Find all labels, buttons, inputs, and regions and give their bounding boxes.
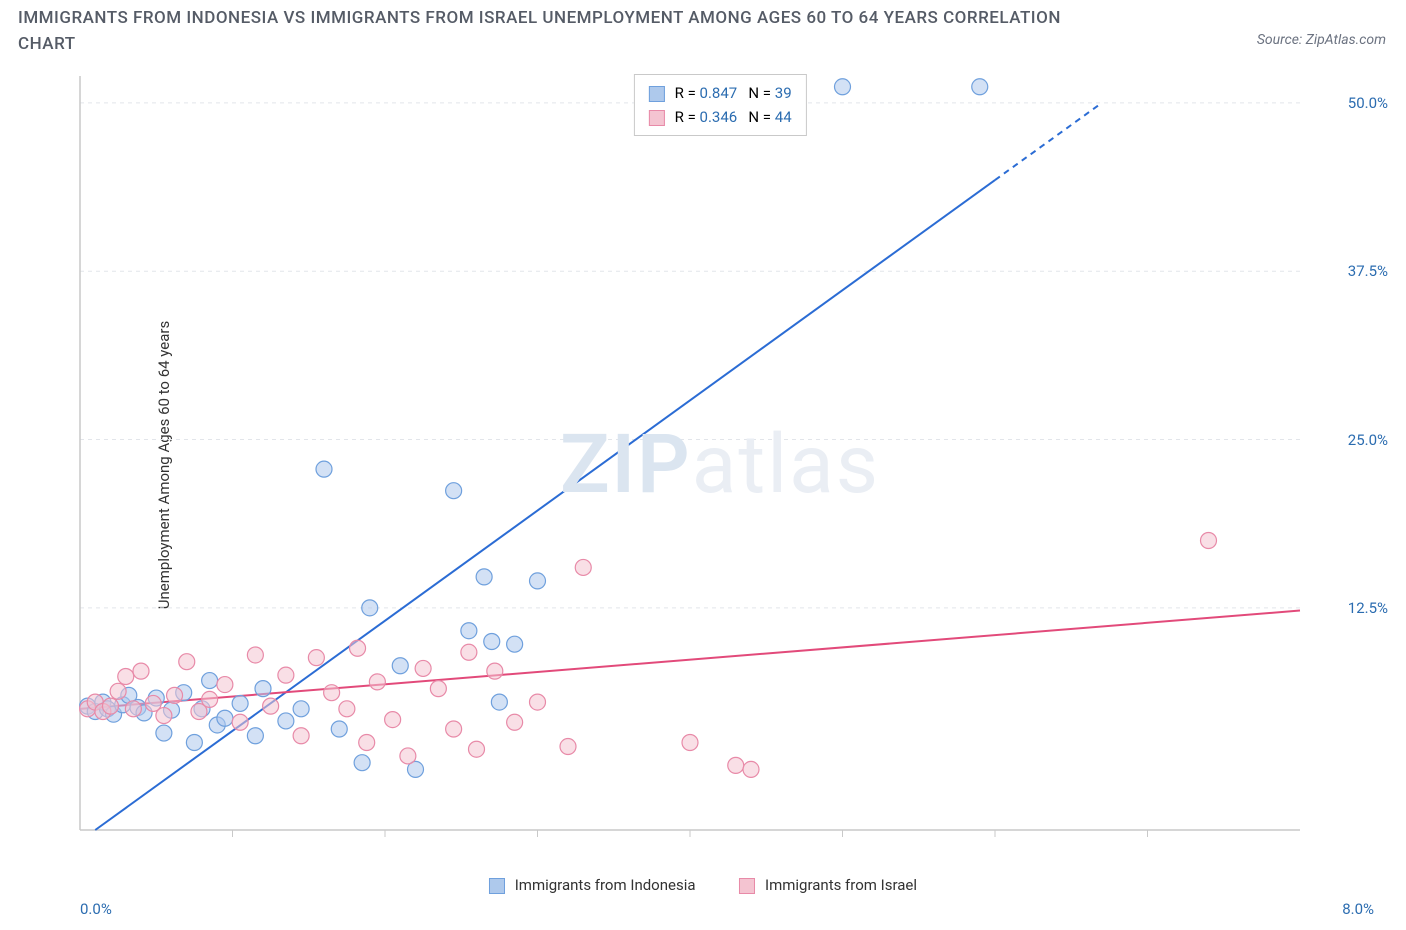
y-tick-label: 25.0% — [1348, 431, 1388, 449]
source-attribution: Source: ZipAtlas.com — [1257, 32, 1386, 48]
x-axis-max-label: 8.0% — [1342, 900, 1374, 918]
legend-row-indonesia: R = 0.847 N = 39 — [649, 81, 792, 105]
chart-title: IMMIGRANTS FROM INDONESIA VS IMMIGRANTS … — [18, 6, 1118, 57]
swatch-indonesia-icon — [489, 878, 505, 894]
legend-row-israel: R = 0.346 N = 44 — [649, 105, 792, 129]
swatch-israel-icon — [739, 878, 755, 894]
swatch-israel — [649, 110, 665, 126]
swatch-indonesia — [649, 86, 665, 102]
legend-item-indonesia: Immigrants from Indonesia — [489, 876, 696, 894]
y-tick-label: 50.0% — [1348, 94, 1388, 112]
scatter-chart: ZIPatlas — [70, 70, 1370, 860]
x-axis-origin-label: 0.0% — [80, 900, 112, 918]
y-tick-label: 12.5% — [1348, 599, 1388, 617]
y-tick-label: 37.5% — [1348, 262, 1388, 280]
series-legend: Immigrants from Indonesia Immigrants fro… — [469, 876, 937, 894]
correlation-legend: R = 0.847 N = 39 R = 0.346 N = 44 — [634, 74, 807, 136]
legend-label: Immigrants from Indonesia — [515, 876, 696, 894]
plot-svg — [70, 70, 1370, 860]
legend-item-israel: Immigrants from Israel — [739, 876, 917, 894]
legend-label: Immigrants from Israel — [765, 876, 917, 894]
